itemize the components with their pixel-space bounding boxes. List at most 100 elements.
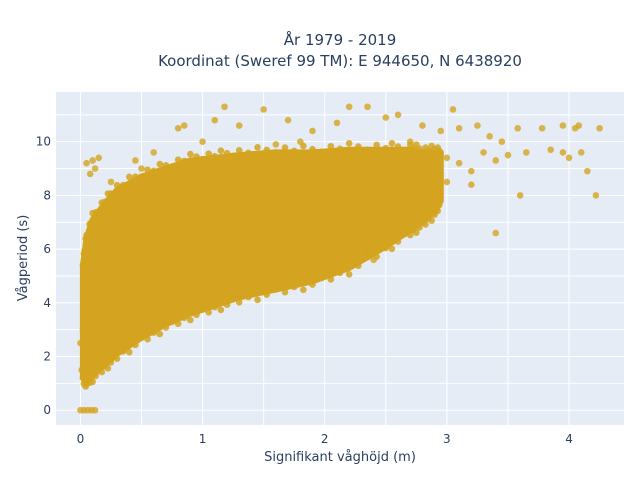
scatter-point — [425, 147, 432, 155]
y-tick-labels: 0 2 4 6 8 10 — [36, 135, 51, 418]
scatter-point — [83, 159, 90, 167]
scatter-point — [559, 122, 567, 129]
scatter-point — [132, 157, 139, 164]
scatter-point — [514, 124, 522, 132]
scatter-point — [254, 296, 261, 304]
scatter-point — [309, 281, 316, 288]
scatter-point — [180, 314, 188, 322]
scatter-point — [205, 150, 212, 157]
scatter-point — [547, 146, 555, 154]
scatter-point — [370, 256, 377, 264]
chart-title-line2: Koordinat (Sweref 99 TM): E 944650, N 64… — [158, 52, 522, 70]
scatter-point — [364, 146, 371, 154]
scatter-point — [168, 318, 176, 325]
scatter-point — [455, 159, 463, 167]
scatter-point — [180, 122, 188, 129]
y-tick-label: 2 — [43, 350, 51, 364]
scatter-point — [229, 152, 237, 160]
scatter-point — [428, 217, 435, 224]
scatter-point — [245, 293, 252, 301]
scatter-point — [468, 181, 475, 188]
scatter-point — [98, 368, 106, 376]
scatter-point — [419, 149, 426, 156]
scatter-point — [584, 167, 591, 175]
scatter-point — [211, 152, 219, 160]
scatter-point — [382, 114, 390, 121]
scatter-point — [86, 170, 94, 178]
scatter-point — [309, 145, 316, 153]
scatter-point — [382, 144, 390, 152]
scatter-point — [235, 122, 243, 129]
scatter-point — [110, 190, 118, 197]
scatter-point — [382, 244, 390, 252]
scatter-point — [119, 348, 127, 355]
scatter-point — [168, 163, 176, 170]
x-tick-label: 2 — [321, 432, 329, 446]
scatter-point — [394, 143, 402, 150]
x-axis-title: Signifikant våghöjd (m) — [264, 450, 416, 465]
scatter-point — [321, 267, 329, 274]
scatter-point — [272, 149, 280, 156]
scatter-point — [144, 166, 151, 174]
scatter-point — [318, 148, 325, 156]
scatter-point — [107, 359, 115, 366]
scatter-point — [592, 192, 600, 199]
scatter-point — [107, 178, 115, 186]
scatter-point — [406, 231, 414, 239]
scatter-point — [290, 283, 298, 291]
scatter-point — [162, 324, 170, 331]
scatter-point — [492, 229, 500, 237]
scatter-point — [91, 165, 99, 172]
scatter-point — [132, 173, 139, 181]
scatter-point — [150, 167, 158, 175]
scatter-point — [223, 301, 231, 308]
scatter-point — [309, 127, 316, 135]
scatter-point — [260, 106, 267, 113]
scatter-point — [199, 155, 206, 163]
scatter-point — [113, 355, 121, 362]
y-axis-title: Vågperiod (s) — [16, 215, 31, 302]
scatter-point — [78, 366, 85, 374]
scatter-point — [263, 146, 271, 154]
scatter-point — [113, 181, 121, 189]
scatter-point — [125, 173, 133, 181]
x-tick-label: 0 — [77, 432, 85, 446]
scatter-point — [468, 167, 475, 175]
scatter-points-layer — [77, 103, 603, 414]
scatter-point — [416, 224, 423, 231]
scatter-point — [263, 291, 271, 298]
scatter-point — [132, 341, 139, 349]
scatter-point — [79, 326, 87, 333]
scatter-point — [434, 207, 442, 215]
scatter-point — [327, 142, 335, 150]
scatter-point — [443, 178, 451, 186]
scatter-point — [406, 138, 414, 145]
scatter-point — [455, 124, 463, 132]
scatter-point — [174, 156, 182, 163]
scatter-point — [84, 230, 92, 237]
scatter-point — [419, 122, 426, 129]
scatter-point — [174, 320, 182, 328]
scatter-point — [388, 139, 396, 147]
y-tick-label: 8 — [43, 188, 51, 202]
scatter-point — [498, 138, 506, 145]
scatter-point — [92, 372, 99, 380]
scatter-point — [95, 208, 103, 215]
scatter-point — [538, 124, 546, 132]
scatter-point — [235, 146, 243, 154]
scatter-point — [400, 231, 408, 238]
scatter-point — [394, 238, 402, 245]
scatter-point — [300, 286, 307, 294]
scatter-point — [223, 149, 231, 157]
scatter-point — [217, 306, 225, 314]
scatter-point — [81, 246, 89, 254]
scatter-point — [95, 154, 103, 162]
scatter-point — [596, 124, 603, 132]
scatter-point — [156, 330, 164, 338]
scatter-point — [80, 353, 88, 360]
scatter-point — [89, 157, 96, 164]
scatter-point — [333, 119, 341, 127]
scatter-point — [577, 149, 585, 156]
scatter-point — [336, 269, 344, 277]
scatter-point — [516, 192, 524, 199]
